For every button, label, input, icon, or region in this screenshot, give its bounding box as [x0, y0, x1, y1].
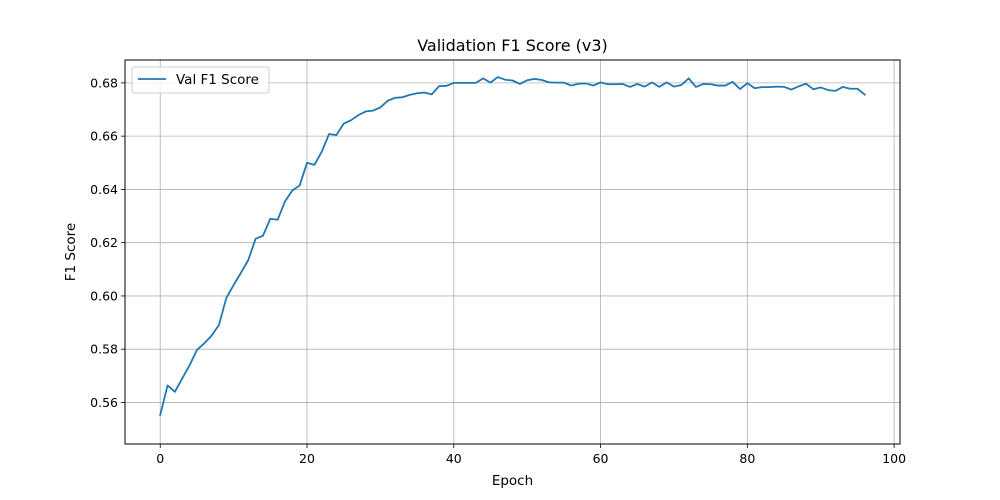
- plot-area: [125, 60, 900, 444]
- x-tick-label: 0: [156, 451, 164, 466]
- y-tick-label: 0.68: [90, 75, 118, 90]
- y-tick-label: 0.56: [90, 395, 118, 410]
- x-tick-label: 20: [299, 451, 315, 466]
- legend: Val F1 Score: [131, 66, 270, 94]
- ticks: 0 20 40 60 80 100 0.56 0.58 0.60 0.62 0.64 0.66 0.68: [90, 75, 906, 466]
- y-tick-label: 0.58: [90, 342, 118, 357]
- x-axis-title: Epoch: [492, 473, 533, 489]
- x-tick-label: 60: [593, 451, 609, 466]
- grid: [125, 60, 900, 444]
- legend-label: Val F1 Score: [176, 72, 259, 88]
- legend-box: [131, 66, 270, 94]
- y-tick-label: 0.62: [90, 235, 118, 250]
- y-axis-title: F1 Score: [63, 223, 79, 281]
- chart-title: Validation F1 Score (v3): [417, 36, 608, 55]
- x-tick-label: 40: [446, 451, 462, 466]
- series-layer: [159, 76, 867, 417]
- plot-frame: [124, 59, 901, 445]
- y-tick-label: 0.64: [90, 182, 118, 197]
- y-tick-label: 0.66: [90, 129, 118, 144]
- x-tick-label: 100: [882, 451, 906, 466]
- x-tick-label: 80: [739, 451, 755, 466]
- y-tick-label: 0.60: [90, 288, 118, 303]
- series-line-val-f1: [159, 76, 867, 417]
